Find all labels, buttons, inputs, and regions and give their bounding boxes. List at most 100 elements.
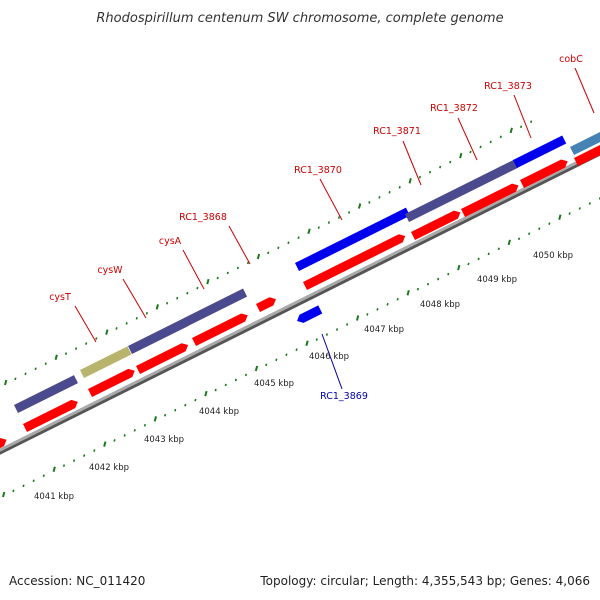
tick-mark-upper xyxy=(428,170,432,174)
tick-mark-lower xyxy=(416,287,419,291)
tick-mark-upper xyxy=(64,352,68,355)
tick-mark-upper xyxy=(439,165,442,169)
tick-mark-upper xyxy=(408,178,412,184)
tick-mark-lower xyxy=(548,222,551,225)
tick-mark-lower xyxy=(376,308,379,311)
cds-arrow xyxy=(461,183,519,218)
gene-block-RC1_3871 xyxy=(405,159,519,223)
gene-label-RC1_3873: RC1_3873 xyxy=(484,81,532,92)
kbp-label: 4041 kbp xyxy=(34,492,74,502)
tick-mark-lower xyxy=(123,434,126,437)
leader-line-RC1_3868 xyxy=(228,225,251,265)
tick-mark-lower xyxy=(447,272,450,276)
cds-arrow xyxy=(520,159,568,189)
tick-mark-upper xyxy=(348,211,351,214)
gene-block-RC1_3869 xyxy=(297,305,323,323)
tick-mark-lower xyxy=(568,212,571,215)
tick-mark-upper xyxy=(307,228,311,234)
gene-block-purple xyxy=(14,375,78,414)
tick-mark-lower xyxy=(507,239,511,246)
tick-mark-upper xyxy=(388,190,391,194)
tick-mark-upper xyxy=(145,312,148,315)
gene-block-cysT xyxy=(80,346,132,379)
feature-layer xyxy=(0,129,600,451)
gene-block-cysW xyxy=(128,317,189,355)
cds-arrow xyxy=(303,234,406,291)
topology-text: Topology: circular; Length: 4,355,543 bp… xyxy=(259,574,590,588)
tick-mark-upper xyxy=(246,261,250,265)
tick-mark-upper xyxy=(166,301,169,305)
gene-block-RC1_3870 xyxy=(295,207,410,272)
tick-mark-upper xyxy=(297,236,300,239)
tick-mark-lower xyxy=(517,237,521,241)
tick-mark-upper xyxy=(44,362,47,366)
tick-mark-upper xyxy=(418,175,421,179)
tick-mark-upper xyxy=(14,377,17,381)
kbp-label: 4049 kbp xyxy=(477,275,517,285)
tick-mark-lower xyxy=(426,282,430,286)
tick-mark-upper xyxy=(196,286,199,290)
leader-line-cobC xyxy=(574,67,595,114)
kbp-label: 4047 kbp xyxy=(364,325,404,335)
tick-mark-lower xyxy=(406,290,410,296)
tick-mark-lower xyxy=(133,429,136,432)
gene-label-cysT: cysT xyxy=(49,292,71,303)
tick-mark-upper xyxy=(489,140,492,144)
tick-mark-upper xyxy=(277,246,280,250)
tick-mark-lower xyxy=(467,262,470,266)
tick-mark-lower xyxy=(578,207,581,210)
tick-mark-upper xyxy=(267,251,270,255)
tick-mark-lower xyxy=(558,214,562,220)
tick-mark-lower xyxy=(588,202,591,205)
tick-mark-lower xyxy=(93,449,96,452)
tick-mark-upper xyxy=(287,241,290,245)
tick-mark-lower xyxy=(355,315,360,321)
tick-mark-lower xyxy=(346,323,349,326)
kbp-label: 4045 kbp xyxy=(254,379,294,389)
gene-label-cysA: cysA xyxy=(159,236,182,247)
tick-mark-upper xyxy=(125,322,128,325)
tick-mark-upper xyxy=(459,152,463,159)
gene-label-layer: cysT cysW cysA RC1_3868 RC1_3870 RC1_3871 RC1_… xyxy=(49,54,595,402)
tick-mark-lower xyxy=(73,459,76,462)
tick-mark-lower xyxy=(62,464,66,467)
tick-mark-lower xyxy=(325,333,328,336)
cds-arrow xyxy=(0,437,7,451)
tick-mark-upper xyxy=(327,221,330,224)
gene-label-cysW: cysW xyxy=(97,265,123,276)
tick-mark-lower xyxy=(204,390,208,397)
gene-label-RC1_3869: RC1_3869 xyxy=(320,391,368,402)
tick-mark-lower xyxy=(254,365,259,372)
tick-mark-lower xyxy=(315,338,318,341)
tick-mark-upper xyxy=(34,367,37,371)
tick-mark-lower xyxy=(528,232,531,236)
tick-mark-upper xyxy=(216,276,219,280)
tick-mark-upper xyxy=(105,329,109,335)
tick-mark-upper xyxy=(186,291,189,295)
tick-mark-lower xyxy=(2,491,6,498)
leader-line-RC1_3870 xyxy=(319,178,343,221)
tick-mark-lower xyxy=(174,408,177,412)
tick-mark-upper xyxy=(378,196,381,199)
gene-label-RC1_3872: RC1_3872 xyxy=(430,103,478,114)
tick-mark-lower xyxy=(103,441,107,447)
tick-mark-upper xyxy=(54,354,58,361)
cds-arrow xyxy=(411,210,461,241)
tick-mark-upper xyxy=(206,278,210,285)
tick-mark-lower xyxy=(214,388,217,392)
gene-label-RC1_3870: RC1_3870 xyxy=(294,165,342,176)
kbp-label: 4043 kbp xyxy=(144,435,184,445)
tick-mark-lower xyxy=(457,264,461,271)
tick-mark-lower xyxy=(42,474,45,478)
cds-arrow xyxy=(136,343,189,375)
tick-mark-upper xyxy=(337,216,341,219)
leader-line-cysT xyxy=(74,305,97,343)
cds-arrow xyxy=(192,313,248,347)
tick-mark-lower xyxy=(244,373,248,377)
map-title: Rhodospirillum centenum SW chromosome, c… xyxy=(96,11,503,26)
tick-mark-lower xyxy=(12,489,15,493)
kbp-label: 4044 kbp xyxy=(199,407,239,417)
tick-mark-lower xyxy=(224,383,227,387)
tick-mark-lower xyxy=(153,416,157,422)
